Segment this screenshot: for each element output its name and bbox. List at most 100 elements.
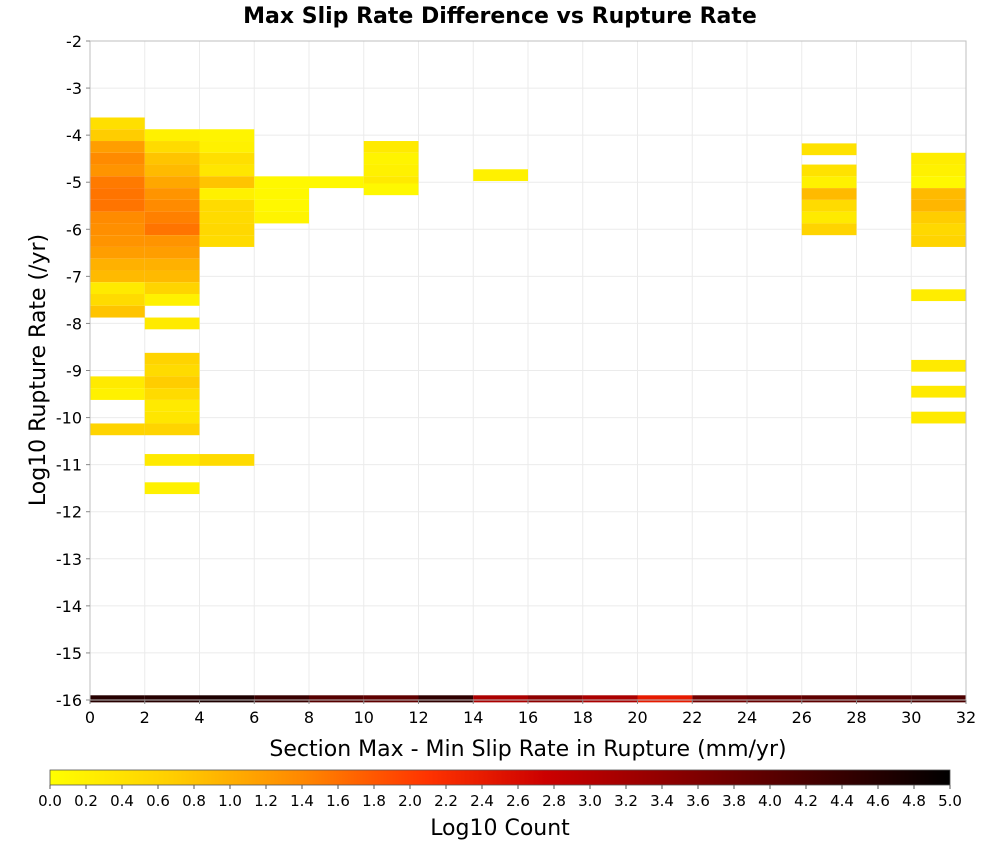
x-axis-ticks: 0 2 4 6 8 10 12 14 16 18 20 22 24 26 28 30 32 <box>85 700 976 727</box>
bottom-row-cell <box>363 695 419 703</box>
colorbar: 0.0 0.2 0.4 0.6 0.8 1.0 1.2 1.4 1.6 1.8 2.0 2.2 2.4 2… <box>38 769 962 841</box>
heatmap-cell <box>199 141 255 153</box>
heatmap-cell <box>90 188 145 200</box>
heatmap-cell <box>254 176 309 189</box>
colorbar-tick-label: 0.0 <box>38 792 62 810</box>
x-tick-label: 0 <box>85 708 95 727</box>
heatmap-cell <box>911 211 966 224</box>
heatmap-cell <box>144 423 200 436</box>
x-tick-label: 6 <box>249 708 259 727</box>
heatmap-cell <box>90 152 145 165</box>
heatmap-cell <box>90 117 145 130</box>
heatmap-cell <box>911 176 966 189</box>
heatmap-cell <box>144 246 200 259</box>
y-tick-label: -8 <box>66 314 82 333</box>
colorbar-tick-label: 3.0 <box>578 792 602 810</box>
x-tick-label: 10 <box>354 708 374 727</box>
colorbar-tick-label: 3.4 <box>650 792 674 810</box>
heatmap-cell <box>801 211 857 224</box>
x-tick-label: 24 <box>737 708 757 727</box>
colorbar-tick-label: 1.0 <box>218 792 242 810</box>
heatmap-cell <box>911 199 966 212</box>
x-tick-label: 22 <box>682 708 702 727</box>
heatmap-cell <box>199 129 255 142</box>
heatmap-cell <box>90 235 145 247</box>
heatmap-cell <box>90 176 145 189</box>
x-tick-label: 4 <box>194 708 204 727</box>
colorbar-tick-label: 2.0 <box>398 792 422 810</box>
colorbar-tick-label: 0.2 <box>74 792 98 810</box>
y-tick-label: -12 <box>56 503 82 522</box>
heatmap-cell <box>144 235 200 247</box>
bottom-row-cell <box>637 695 693 703</box>
heatmap-cell <box>90 282 145 295</box>
bottom-row-cell <box>418 695 474 703</box>
colorbar-ticks: 0.0 0.2 0.4 0.6 0.8 1.0 1.2 1.4 1.6 1.8 2.0 2.2 2.4 2… <box>38 785 962 810</box>
heatmap-cell <box>144 294 200 306</box>
heatmap-cell <box>144 258 200 271</box>
heatmap-cell <box>144 164 200 177</box>
x-tick-label: 8 <box>304 708 314 727</box>
heatmap-cell <box>90 294 145 306</box>
y-tick-label: -4 <box>66 126 82 145</box>
heatmap-cell <box>199 152 255 165</box>
x-tick-label: 30 <box>901 708 921 727</box>
heatmap-cell <box>144 317 200 330</box>
colorbar-tick-label: 5.0 <box>938 792 962 810</box>
colorbar-tick-label: 2.8 <box>542 792 566 810</box>
heatmap-cell <box>144 211 200 224</box>
heatmap-cell <box>254 199 309 212</box>
heatmap-cell <box>199 188 255 200</box>
colorbar-tick-label: 4.8 <box>902 792 926 810</box>
heatmap-cell <box>801 223 857 236</box>
heatmap-cell <box>911 152 966 165</box>
heatmap-cell <box>363 141 419 153</box>
bottom-row-cell <box>473 695 528 703</box>
y-tick-label: -2 <box>66 32 82 51</box>
colorbar-tick-label: 4.2 <box>794 792 818 810</box>
heatmap-cell <box>144 282 200 295</box>
heatmap-cell <box>144 188 200 200</box>
bottom-row-cell <box>692 695 747 703</box>
y-tick-label: -13 <box>56 550 82 569</box>
heatmap-cell <box>144 152 200 165</box>
colorbar-tick-label: 1.2 <box>254 792 278 810</box>
heatmap-cell <box>254 188 309 200</box>
heatmap-cell <box>801 164 857 177</box>
heatmap-cell <box>801 143 857 156</box>
heatmap-cell <box>911 235 966 247</box>
heatmap-cell <box>363 164 419 177</box>
x-tick-label: 16 <box>518 708 538 727</box>
heatmap-cell <box>90 270 145 283</box>
heatmap-cell <box>90 223 145 236</box>
bottom-row-cell <box>747 695 802 703</box>
heatmap-cell <box>801 176 857 189</box>
heatmap-cell <box>144 454 200 466</box>
heatmap-cell <box>199 176 255 189</box>
heatmap-cell <box>363 152 419 165</box>
colorbar-tick-label: 3.8 <box>722 792 746 810</box>
heatmap-cell <box>144 388 200 400</box>
x-tick-label: 2 <box>140 708 150 727</box>
heatmap-cell <box>90 141 145 153</box>
heatmap-cell <box>144 223 200 236</box>
heatmap-cell <box>144 129 200 142</box>
bottom-row-cell <box>528 695 583 703</box>
x-tick-label: 18 <box>573 708 593 727</box>
heatmap-cell <box>199 211 255 224</box>
bottom-row-cell <box>801 695 857 703</box>
y-tick-label: -14 <box>56 597 82 616</box>
bottom-row-cell <box>144 695 200 703</box>
bottom-row-cell <box>90 695 145 703</box>
y-tick-label: -15 <box>56 644 82 663</box>
colorbar-tick-label: 4.0 <box>758 792 782 810</box>
chart-title: Max Slip Rate Difference vs Rupture Rate <box>243 4 757 29</box>
heatmap-cell <box>90 423 145 436</box>
heatmap-cell <box>144 376 200 389</box>
bottom-row-cell <box>309 695 364 703</box>
colorbar-tick-label: 4.4 <box>830 792 854 810</box>
y-tick-label: -3 <box>66 79 82 98</box>
heatmap-cell <box>911 223 966 236</box>
x-tick-label: 20 <box>627 708 647 727</box>
x-tick-label: 26 <box>792 708 812 727</box>
